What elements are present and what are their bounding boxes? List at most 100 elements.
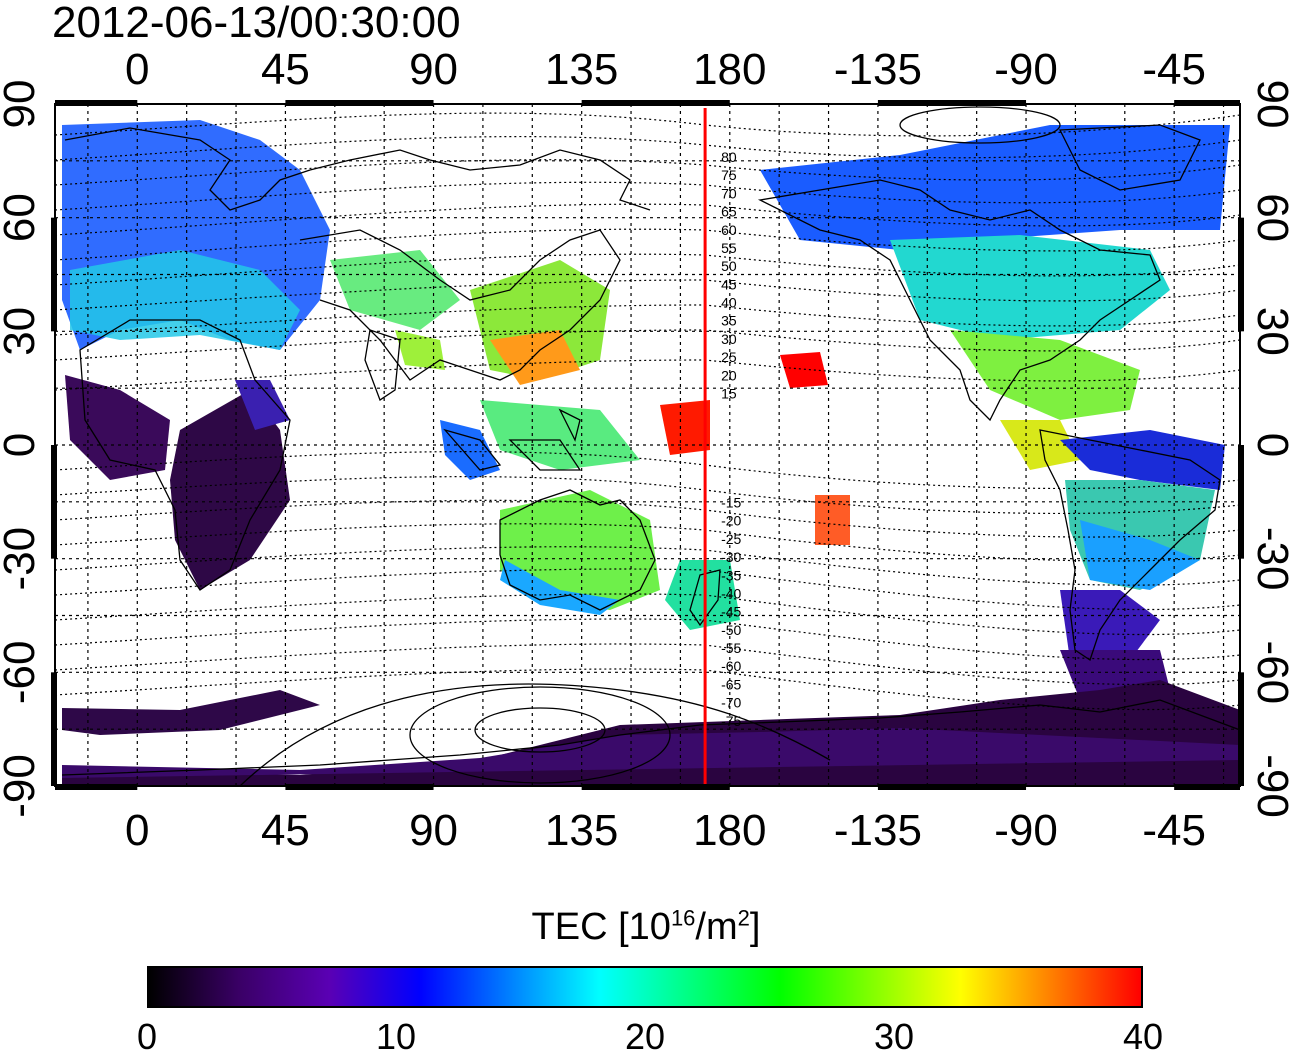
frame-bar-left (51, 445, 57, 559)
lon-tick-top: 45 (261, 45, 310, 94)
contour-label: -55 (721, 640, 741, 656)
frame-bar-left (51, 217, 57, 332)
lat-tick-right: -60 (1248, 641, 1292, 705)
contour-label: 15 (721, 385, 737, 401)
frame-bar-left (51, 672, 57, 786)
tec-region-canada (760, 125, 1230, 250)
contour-label: -40 (721, 585, 741, 601)
lon-tick-bottom: -135 (834, 806, 922, 855)
contour-label: 45 (721, 276, 737, 292)
tec-data-layer (62, 120, 1240, 786)
colorbar-title-unit: /m (695, 906, 738, 948)
contour-label: 30 (721, 331, 737, 347)
contour-label: -65 (721, 676, 741, 692)
lon-tick-bottom: -90 (994, 806, 1058, 855)
contour-label: -60 (721, 658, 741, 674)
lat-tick-left: 90 (0, 80, 44, 129)
colorbar-title: TEC [1016/m2] (0, 905, 1292, 949)
contour-label: 70 (721, 185, 737, 201)
contour-label: 20 (721, 367, 737, 383)
contour-label: -35 (721, 567, 741, 583)
contour-label: 65 (721, 204, 737, 220)
contour-label: 60 (721, 222, 737, 238)
frame-bar-bottom (1174, 784, 1240, 790)
frame-bar-top (285, 100, 434, 106)
lon-tick-top: 90 (409, 45, 458, 94)
lon-tick-bottom: 0 (125, 806, 149, 855)
lon-tick-top: -135 (834, 45, 922, 94)
contour-label: 80 (721, 149, 737, 165)
frame-bar-top (55, 100, 138, 106)
coast-australia (499, 489, 656, 611)
tec-region-pacific-hot-2 (660, 400, 710, 455)
contour-label: -75 (721, 713, 741, 729)
contour-label: 55 (721, 240, 737, 256)
lon-tick-bottom: 45 (261, 806, 310, 855)
colorbar-title-prefix: TEC [10 (531, 906, 671, 948)
tec-region-china-south (490, 330, 580, 385)
tec-region-antarctica-edge (62, 728, 1240, 778)
colorbar-title-exponent: 16 (670, 905, 696, 931)
contour-label: -25 (721, 531, 741, 547)
contour-label: -45 (721, 604, 741, 620)
lon-tick-bottom: -45 (1142, 806, 1206, 855)
lon-tick-labels-bottom: 0 45 90 135 180 -135 -90 -45 (125, 806, 1206, 855)
lat-tick-right: 60 (1248, 193, 1292, 242)
lat-tick-right: 30 (1248, 307, 1292, 356)
lat-tick-left: -60 (0, 641, 44, 705)
tec-region-mexico-caribbean (950, 330, 1140, 420)
coast-new-zealand (689, 569, 721, 627)
lon-tick-bottom: 135 (545, 806, 618, 855)
lon-tick-bottom: 90 (409, 806, 458, 855)
frame-bar-top (877, 100, 1027, 106)
tec-region-pacific-hot (780, 352, 828, 388)
contour-label: 25 (721, 349, 737, 365)
tec-region-southern-ocean (62, 690, 320, 735)
frame-bar-top (1174, 100, 1240, 106)
contour-label: 50 (721, 258, 737, 274)
coast-north-america (757, 179, 1161, 422)
lat-tick-right: 0 (1248, 433, 1292, 457)
tec-region-central-america (1000, 420, 1080, 470)
coast-indonesia (443, 408, 582, 471)
tec-region-usa (890, 235, 1170, 340)
lat-tick-right: -30 (1248, 527, 1292, 591)
colorbar-tick: 10 (375, 1016, 417, 1057)
colorbar-title-suffix: ] (749, 906, 761, 948)
coast-africa (79, 319, 291, 591)
lat-tick-left: -30 (0, 527, 44, 591)
frame-bar-bottom (581, 784, 730, 790)
coast-south-america (1039, 429, 1221, 662)
lat-tick-left: 0 (0, 433, 44, 457)
frame-bar-right (1238, 672, 1244, 786)
frame-bar-top (581, 100, 730, 106)
tec-region-australia-south (500, 560, 620, 615)
frame-bar-bottom (877, 784, 1027, 790)
lat-tick-left: -90 (0, 754, 44, 818)
tec-region-india (395, 330, 445, 370)
coast-india (364, 329, 401, 401)
tec-region-africa-west (65, 375, 170, 480)
contour-label: -20 (721, 513, 741, 529)
colorbar-tick: 0 (136, 1016, 158, 1057)
contour-label: -70 (721, 695, 741, 711)
lat-tick-labels-right: 90 60 30 0 -30 -60 -90 (1248, 80, 1292, 818)
tec-region-new-zealand (665, 560, 740, 630)
grid-lines (55, 104, 1240, 786)
tec-region-patagonia (1060, 590, 1160, 660)
lon-tick-top: -45 (1142, 45, 1206, 94)
contour-label: -50 (721, 622, 741, 638)
frame-bars (51, 100, 1244, 790)
lat-tick-right: 90 (1248, 80, 1292, 129)
contour-label: -30 (721, 549, 741, 565)
tec-region-africa-south (170, 390, 290, 590)
tec-region-pacific-south (815, 495, 850, 545)
contour-label: 40 (721, 295, 737, 311)
colorbar-tick: 20 (624, 1016, 666, 1057)
colorbar-tick: 30 (873, 1016, 915, 1057)
tec-region-east-africa (235, 380, 290, 430)
frame-bar-right (1238, 217, 1244, 332)
frame-bar-bottom (55, 784, 138, 790)
lon-tick-top: -90 (994, 45, 1058, 94)
colorbar-title-unit-exponent: 2 (737, 905, 750, 931)
